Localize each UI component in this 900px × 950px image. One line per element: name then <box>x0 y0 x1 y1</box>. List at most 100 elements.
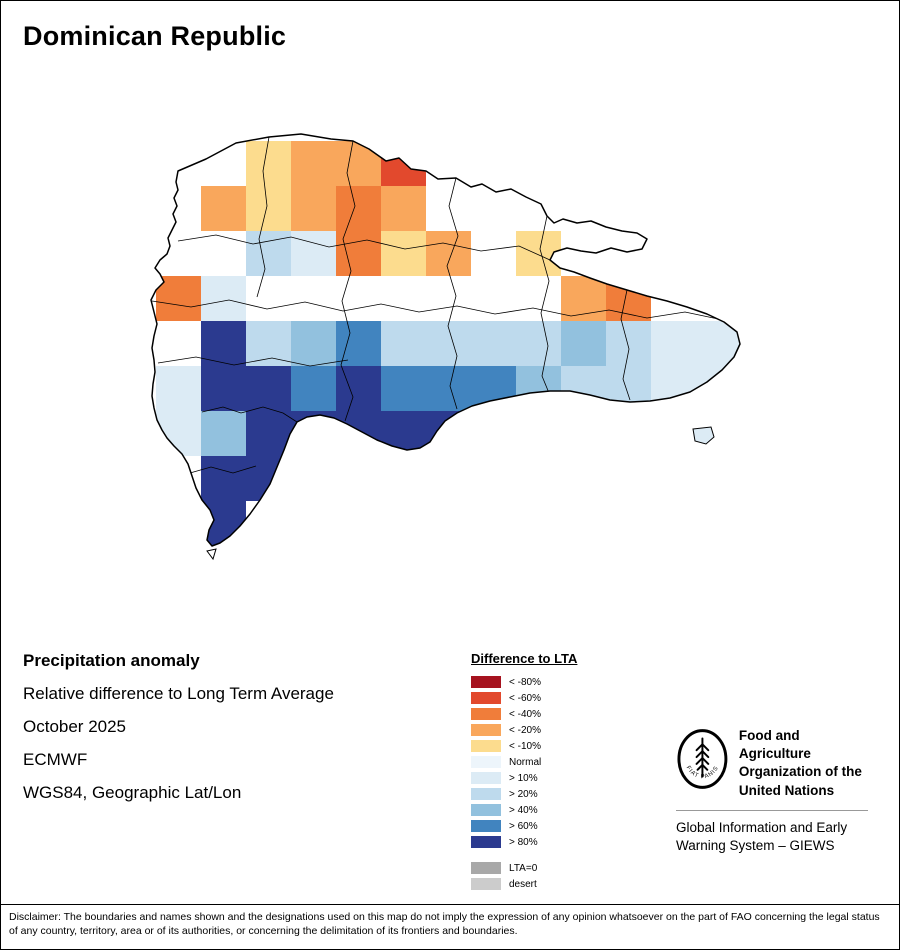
legend-item: < -10% <box>471 738 577 754</box>
grid-cell <box>201 366 246 411</box>
grid-cell <box>336 411 381 456</box>
grid-cell <box>336 366 381 411</box>
country-outline <box>150 133 741 547</box>
grid-cell <box>201 186 246 231</box>
legend-swatch <box>471 692 501 704</box>
legend-title: Difference to LTA <box>471 651 578 666</box>
legend-swatch <box>471 756 501 768</box>
grid-cell <box>246 411 291 456</box>
beata-island <box>206 548 217 561</box>
fao-header: FIAT PANIS Food and Agriculture Organiza… <box>676 727 868 800</box>
legend-item: < -60% <box>471 690 577 706</box>
disclaimer: Disclaimer: The boundaries and names sho… <box>1 904 899 938</box>
grid-cell <box>336 186 381 231</box>
grid-cell <box>426 231 471 276</box>
legend-swatch <box>471 740 501 752</box>
grid-cell <box>516 366 561 411</box>
grid-cell <box>201 321 246 366</box>
legend-label: > 60% <box>509 820 538 832</box>
grid-cell <box>246 186 291 231</box>
legend-swatch <box>471 676 501 688</box>
grid-cell <box>246 456 291 501</box>
fao-block: FIAT PANIS Food and Agriculture Organiza… <box>676 727 868 855</box>
grid-cell <box>291 186 336 231</box>
legend-extra-list: LTA=0 desert <box>471 860 577 892</box>
grid-cell <box>561 321 606 366</box>
grid-cell <box>291 231 336 276</box>
legend-swatch <box>471 836 501 848</box>
legend-item: LTA=0 <box>471 860 577 876</box>
grid-cell <box>606 366 651 411</box>
grid-cell <box>246 366 291 411</box>
legend-label: < -40% <box>509 708 541 720</box>
legend-swatch <box>471 708 501 720</box>
legend-swatch <box>471 724 501 736</box>
grid-cell <box>381 366 426 411</box>
legend-label: LTA=0 <box>509 862 538 874</box>
legend-item: > 60% <box>471 818 577 834</box>
info-projection: WGS84, Geographic Lat/Lon <box>23 783 242 802</box>
map-info-block: Precipitation anomaly Relative differenc… <box>23 651 334 803</box>
page-title: Dominican Republic <box>23 21 287 51</box>
grid-cell <box>246 231 291 276</box>
grid-cell <box>291 411 336 456</box>
legend-label: > 80% <box>509 836 538 848</box>
legend-label: Normal <box>509 756 542 768</box>
grid-cell <box>336 231 381 276</box>
legend-label: < -20% <box>509 724 541 736</box>
grid-cell <box>201 276 246 321</box>
grid-cell <box>246 321 291 366</box>
grid-cell <box>336 321 381 366</box>
legend-label: > 20% <box>509 788 538 800</box>
legend-swatch <box>471 788 501 800</box>
admin-boundaries <box>151 136 724 474</box>
grid-cell <box>426 366 471 411</box>
grid-cell <box>471 321 516 366</box>
grid-cell <box>201 411 246 456</box>
legend-swatch <box>471 820 501 832</box>
grid-cell <box>516 231 561 276</box>
legend-item: > 20% <box>471 786 577 802</box>
legend-main-list: < -80% < -60% < -40% < -20% < -10% Normal > 10… <box>471 674 577 850</box>
grid-cell <box>336 141 381 186</box>
grid-cell <box>291 366 336 411</box>
giews-label: Global Information and Early Warning Sys… <box>676 819 848 854</box>
legend-item: Normal <box>471 754 577 770</box>
grid-cell <box>381 186 426 231</box>
grid-cell <box>381 141 426 186</box>
grid-cell <box>561 366 606 411</box>
grid-cell <box>651 321 696 366</box>
legend-label: > 40% <box>509 804 538 816</box>
grid-cell <box>381 231 426 276</box>
grid-cell <box>246 141 291 186</box>
fao-divider <box>676 809 868 811</box>
legend-swatch <box>471 772 501 784</box>
grid-cell <box>651 411 696 456</box>
legend-label: desert <box>509 878 537 890</box>
grid-cell <box>201 456 246 501</box>
grid-cell <box>156 411 201 456</box>
info-subtitle: Relative difference to Long Term Average <box>23 684 334 703</box>
legend: Difference to LTA < -80% < -60% < -40% < -2… <box>471 651 577 892</box>
legend-label: < -10% <box>509 740 541 752</box>
grid-cell <box>606 321 651 366</box>
grid-cell <box>156 366 201 411</box>
legend-item: < -80% <box>471 674 577 690</box>
legend-swatch <box>471 878 501 890</box>
grid-cell <box>291 321 336 366</box>
legend-item: < -40% <box>471 706 577 722</box>
info-source: ECMWF <box>23 750 88 769</box>
info-date: October 2025 <box>23 717 127 736</box>
fao-org-name: Food and Agriculture Organization of the… <box>738 728 862 798</box>
saona-island <box>692 426 715 445</box>
legend-item: < -20% <box>471 722 577 738</box>
legend-label: < -60% <box>509 692 541 704</box>
info-heading: Precipitation anomaly <box>23 651 200 670</box>
grid-cell <box>561 276 606 321</box>
legend-swatch <box>471 862 501 874</box>
grid-cell <box>651 366 696 411</box>
legend-label: < -80% <box>509 676 541 688</box>
grid-cell <box>426 411 471 456</box>
